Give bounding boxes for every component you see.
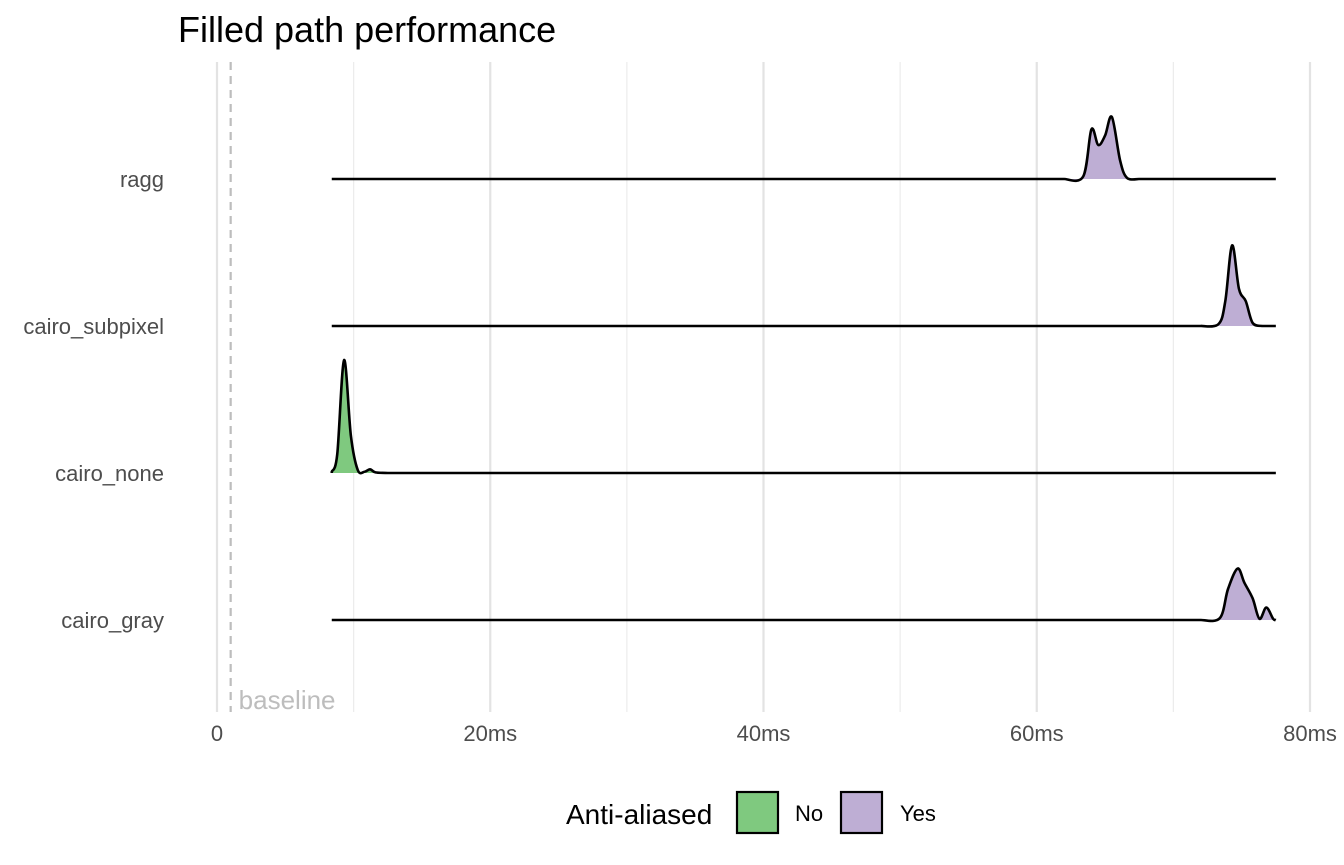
chart-title: Filled path performance: [178, 9, 556, 50]
legend-title: Anti-aliased: [566, 799, 712, 830]
y-tick-label: cairo_gray: [61, 608, 164, 633]
x-tick-label: 40ms: [737, 721, 791, 746]
legend-key-no: [735, 790, 780, 835]
ridge-ragg: [331, 115, 1276, 183]
ridge-outline-ragg: [331, 115, 1276, 183]
ridge-cairo_none: [330, 358, 1276, 475]
legend-label-no: No: [795, 801, 823, 826]
ridge-cairo_gray: [331, 567, 1277, 623]
ridge-outline-cairo_none: [330, 358, 1276, 475]
legend-label-yes: Yes: [900, 801, 936, 826]
baseline-label: baseline: [239, 685, 336, 715]
y-tick-label: cairo_subpixel: [23, 314, 164, 339]
x-tick-label: 60ms: [1010, 721, 1064, 746]
ridge-fill-ragg: [1064, 116, 1140, 181]
ridge-cairo_subpixel: [331, 244, 1276, 328]
legend: Anti-aliased No Yes: [566, 790, 936, 835]
ridge-fill-cairo_gray: [1200, 568, 1276, 621]
baseline-marker: baseline: [229, 62, 336, 715]
ridge-outline-cairo_subpixel: [331, 244, 1276, 328]
x-tick-label: 20ms: [463, 721, 517, 746]
grid-lines: [215, 62, 1312, 712]
ridge-fill-cairo_none: [331, 360, 388, 474]
ridge-outline-cairo_gray: [331, 567, 1277, 623]
y-axis-labels: ragg cairo_subpixel cairo_none cairo_gray: [23, 167, 164, 633]
y-tick-label: cairo_none: [55, 461, 164, 486]
x-tick-label: 80ms: [1283, 721, 1337, 746]
y-tick-label: ragg: [120, 167, 164, 192]
x-tick-label: 0: [211, 721, 223, 746]
ridges: [330, 115, 1277, 623]
legend-key-yes: [839, 790, 884, 835]
ridge-fill-cairo_subpixel: [1200, 245, 1263, 327]
x-axis-labels: 0 20ms 40ms 60ms 80ms: [211, 721, 1337, 746]
